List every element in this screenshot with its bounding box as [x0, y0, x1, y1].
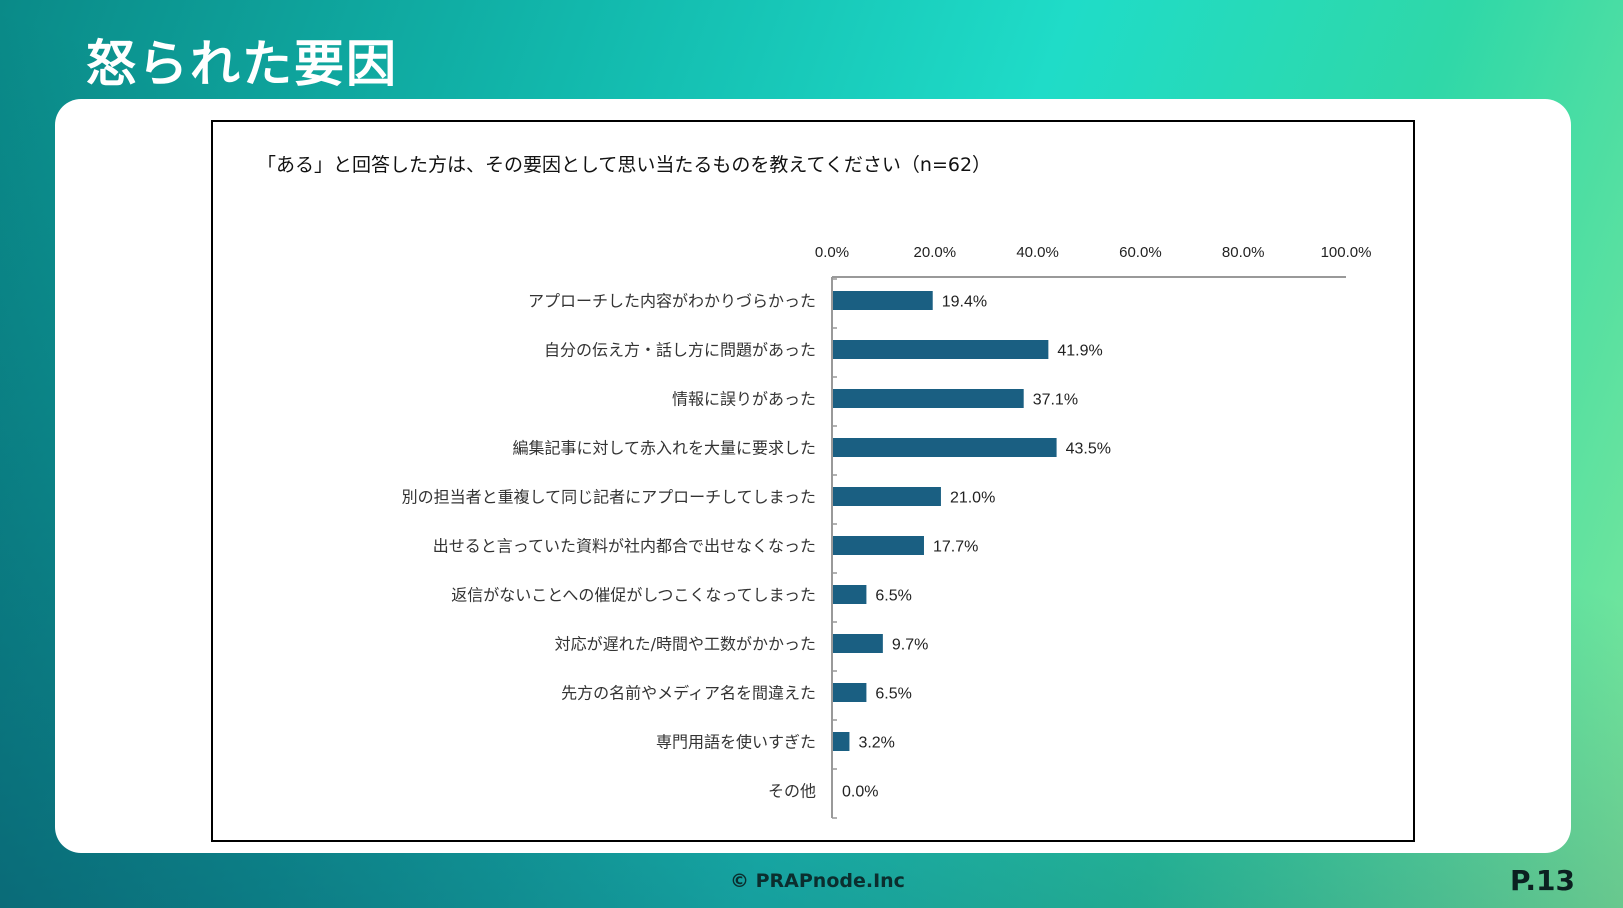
category-label: 情報に誤りがあった	[672, 390, 816, 409]
x-tick-label: 60.0%	[1119, 244, 1162, 261]
copyright: © PRAPnode.Inc	[730, 870, 905, 892]
data-label: 0.0%	[842, 784, 878, 801]
x-tick-label: 100.0%	[1321, 244, 1372, 261]
bar-chart: 0.0% 20.0% 40.0% 60.0% 80.0% 100.0% アプローチした内容が…	[402, 244, 1372, 819]
category-label: 対応が遅れた/時間や工数がかかった	[555, 635, 816, 654]
chart-title: 「ある」と回答した方は、その要因として思い当たるものを教えてください（n=62）	[257, 154, 992, 176]
data-label: 6.5%	[875, 686, 911, 703]
bar	[833, 487, 941, 506]
category-label: アプローチした内容がわかりづらかった	[528, 292, 816, 311]
bar	[833, 536, 924, 555]
data-label: 37.1%	[1033, 392, 1078, 409]
category-label: 別の担当者と重複して同じ記者にアプローチしてしまった	[402, 488, 816, 507]
data-label: 17.7%	[933, 539, 978, 556]
bar	[833, 585, 867, 604]
data-label: 3.2%	[858, 735, 894, 752]
bar	[833, 634, 883, 653]
bar	[833, 438, 1057, 457]
category-label: 自分の伝え方・話し方に問題があった	[544, 341, 816, 360]
data-label: 41.9%	[1057, 343, 1102, 360]
category-label: 返信がないことへの催促がしつこくなってしまった	[451, 586, 816, 605]
category-label: 編集記事に対して赤入れを大量に要求した	[512, 439, 816, 458]
category-label: 出せると言っていた資料が社内都合で出せなくなった	[433, 537, 816, 556]
data-label: 6.5%	[875, 588, 911, 605]
category-label: 先方の名前やメディア名を間違えた	[561, 684, 816, 703]
bar	[833, 389, 1024, 408]
x-tick-label: 20.0%	[914, 244, 957, 261]
bar	[833, 732, 850, 751]
x-tick-label: 40.0%	[1016, 244, 1059, 261]
category-label: 専門用語を使いすぎた	[656, 733, 816, 752]
data-label: 43.5%	[1066, 441, 1111, 458]
bar	[833, 291, 933, 310]
data-label: 9.7%	[892, 637, 928, 654]
chart-frame: 「ある」と回答した方は、その要因として思い当たるものを教えてください（n=62）…	[211, 120, 1415, 842]
x-tick-label: 80.0%	[1222, 244, 1265, 261]
page-number: P.13	[1510, 864, 1575, 897]
category-label: その他	[768, 782, 816, 801]
data-label: 21.0%	[950, 490, 995, 507]
bar	[833, 683, 867, 702]
x-tick-label: 0.0%	[815, 244, 849, 261]
data-label: 19.4%	[942, 294, 987, 311]
slide-title: 怒られた要因	[86, 35, 398, 93]
bar	[833, 340, 1049, 359]
